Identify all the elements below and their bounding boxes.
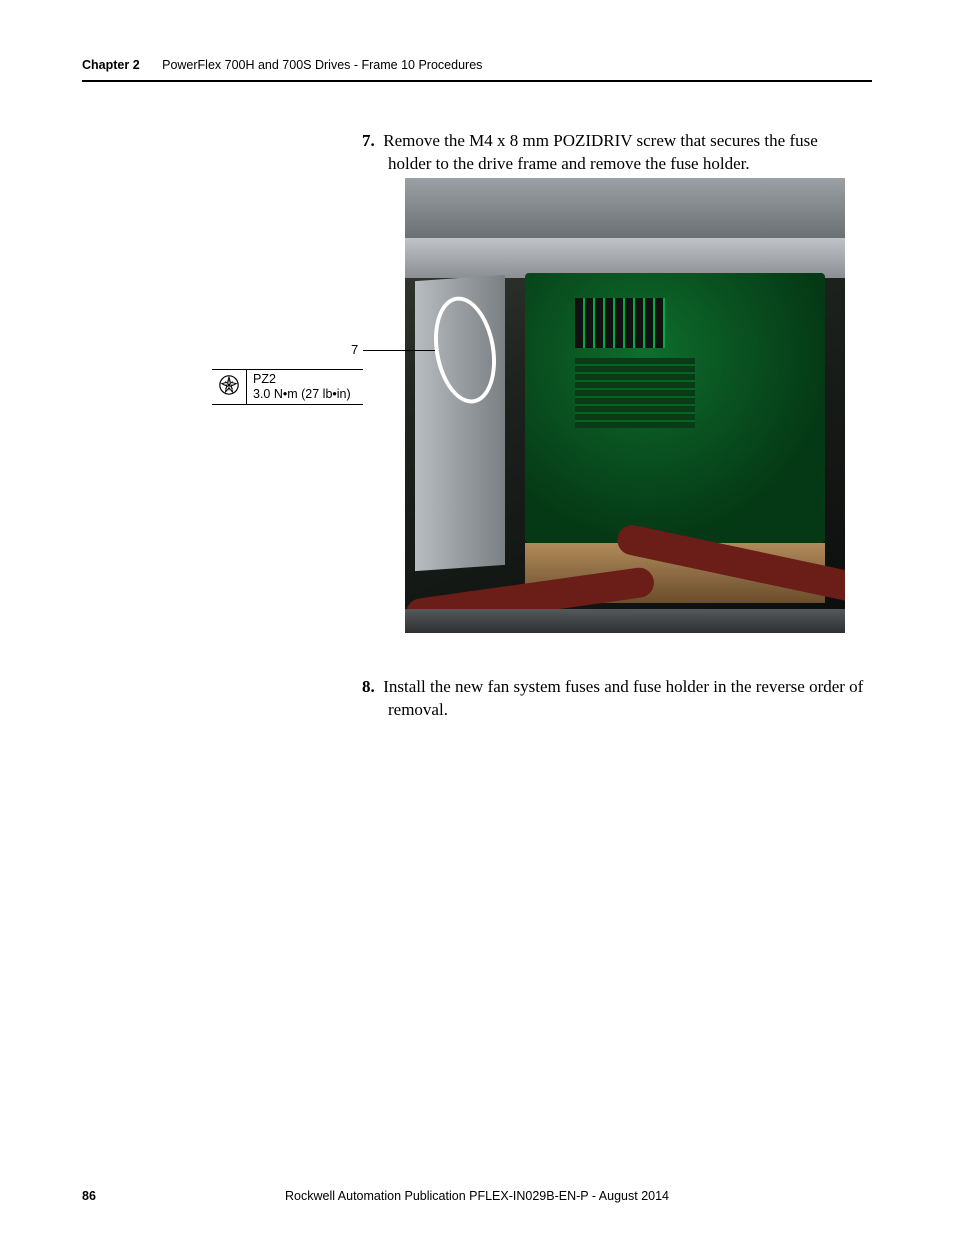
photo-region (405, 238, 845, 278)
photo-region (575, 298, 665, 348)
torque-value: 3.0 N•m (27 lb•in) (253, 387, 357, 402)
table-row: PZ2 3.0 N•m (27 lb•in) (212, 370, 363, 405)
running-header: Chapter 2 PowerFlex 700H and 700S Drives… (82, 56, 872, 82)
step-7-text: Remove the M4 x 8 mm POZIDRIV screw that… (383, 131, 818, 173)
figure-photo (405, 178, 845, 633)
publication-id: Rockwell Automation Publication PFLEX-IN… (82, 1189, 872, 1203)
photo-region (575, 358, 695, 428)
driver-type: PZ2 (253, 372, 357, 387)
step-8-number: 8. (362, 677, 375, 696)
step-7: 7. Remove the M4 x 8 mm POZIDRIV screw t… (362, 130, 864, 176)
step-8: 8. Install the new fan system fuses and … (362, 676, 864, 722)
pozidriv-icon (218, 374, 240, 396)
callout-leader-line (363, 350, 435, 351)
callout-number-7: 7 (351, 342, 358, 357)
chapter-label: Chapter 2 (82, 58, 140, 72)
step-7-number: 7. (362, 131, 375, 150)
photo-region (405, 178, 845, 238)
step-8-text: Install the new fan system fuses and fus… (383, 677, 863, 719)
screwdriver-icon-cell (212, 370, 247, 405)
page: Chapter 2 PowerFlex 700H and 700S Drives… (0, 0, 954, 1235)
drive-interior-photo (405, 178, 845, 633)
photo-region (405, 609, 845, 633)
torque-spec-table: PZ2 3.0 N•m (27 lb•in) (212, 369, 363, 405)
torque-cell: PZ2 3.0 N•m (27 lb•in) (247, 370, 364, 405)
chapter-title: PowerFlex 700H and 700S Drives - Frame 1… (162, 58, 482, 72)
